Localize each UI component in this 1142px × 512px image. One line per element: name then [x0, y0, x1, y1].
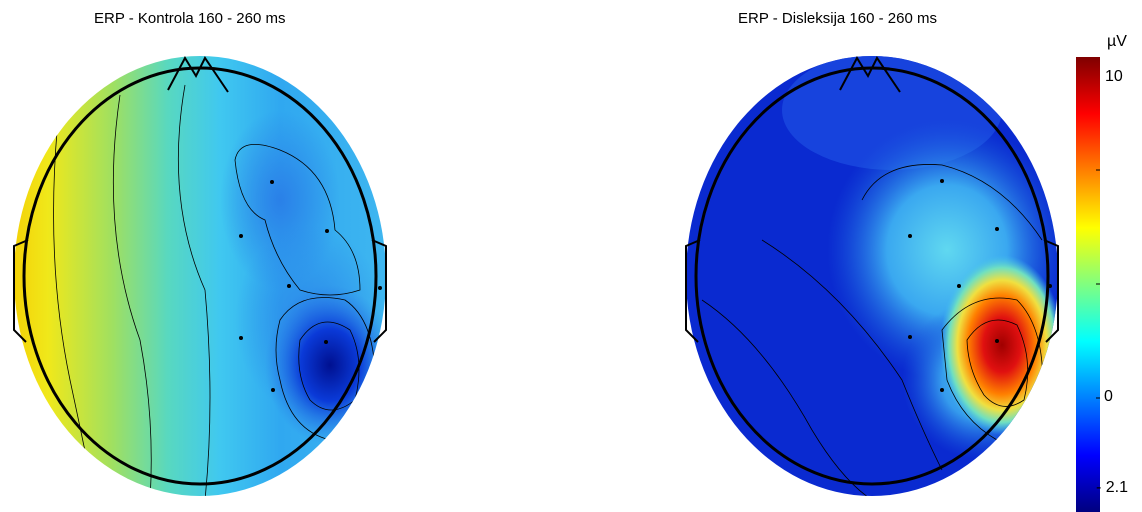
topomap-disleksija: [685, 55, 1059, 496]
colorbar: [1076, 57, 1100, 512]
colorbar-tick-zero: 0: [1104, 388, 1113, 405]
colorbar-ticks: [1096, 169, 1100, 399]
colorbar-tick-max: 10: [1105, 68, 1123, 85]
head-outline: [13, 55, 387, 486]
topomap-disleksija-surface: [686, 56, 1058, 496]
map-title-disleksija: ERP - Disleksija 160 - 260 ms: [738, 10, 937, 27]
colorbar-unit: µV: [1107, 33, 1127, 50]
topomap-kontrola-surface: [14, 56, 386, 496]
colorbar-tick-min: - 2.1: [1096, 479, 1129, 496]
map-title-kontrola: ERP - Kontrola 160 - 260 ms: [94, 10, 286, 27]
contour-lines: [53, 84, 376, 496]
electrode-markers: [239, 180, 382, 392]
head-outline: [685, 55, 1059, 486]
topomap-kontrola: [13, 55, 387, 496]
electrode-markers: [908, 179, 1052, 392]
